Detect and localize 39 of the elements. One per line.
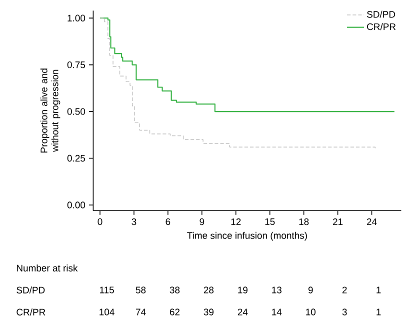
x-tick-label: 3 xyxy=(132,218,136,226)
text: 58 xyxy=(136,286,146,294)
text: 2 xyxy=(342,286,347,294)
text: 19 xyxy=(238,286,248,294)
x-tick-label: 0 xyxy=(98,218,102,226)
x-tick-label: 6 xyxy=(166,218,170,226)
y-axis-title: Proportion alive and without progression xyxy=(40,68,60,152)
y-tick-label: 0.25 xyxy=(67,154,86,162)
text: Number at risk xyxy=(16,264,78,272)
x-tick-label: 12 xyxy=(231,218,241,225)
y-tick-label: 0.50 xyxy=(67,108,86,115)
y-tick-label: 1.00 xyxy=(68,14,86,22)
legend-label: CR/PR xyxy=(367,23,396,30)
x-axis-title: Time since infusion (months) xyxy=(187,232,307,241)
text: 104 xyxy=(100,308,114,316)
x-tick-label: 9 xyxy=(200,218,204,226)
text: 28 xyxy=(204,286,214,294)
y-tick-label: 0.00 xyxy=(67,202,86,208)
text: 9 xyxy=(308,286,313,294)
x-tick-label: 18 xyxy=(299,218,309,226)
x-tick-label: 24 xyxy=(366,218,377,225)
text: 24 xyxy=(238,308,248,316)
text: 14 xyxy=(272,308,282,316)
text: 74 xyxy=(136,308,146,316)
text: 39 xyxy=(204,308,214,316)
text: 3 xyxy=(342,308,347,316)
text: 62 xyxy=(170,308,180,316)
text: 1 xyxy=(376,286,381,294)
text: 38 xyxy=(170,286,180,294)
text: 10 xyxy=(306,308,316,316)
text: CR/PR xyxy=(16,308,46,316)
y-tick-label: 0.75 xyxy=(67,61,86,68)
legend-label: SD/PD xyxy=(367,10,396,18)
x-tick-label: 21 xyxy=(333,218,343,225)
text: 115 xyxy=(100,286,114,294)
text: SD/PD xyxy=(16,286,45,294)
text: 1 xyxy=(376,308,381,316)
x-tick-label: 15 xyxy=(265,218,275,225)
text: 13 xyxy=(272,286,282,294)
